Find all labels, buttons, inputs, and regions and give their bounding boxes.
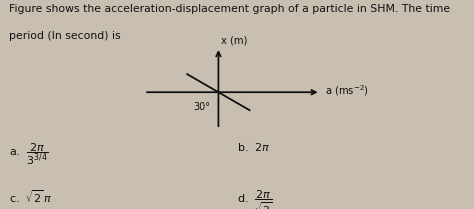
Text: a (ms$^{-2}$): a (ms$^{-2}$) <box>325 83 369 98</box>
Text: Figure shows the acceleration-displacement graph of a particle in SHM. The time: Figure shows the acceleration-displaceme… <box>9 4 450 14</box>
Text: a.  $\dfrac{2\pi}{3^{3/4}}$: a. $\dfrac{2\pi}{3^{3/4}}$ <box>9 141 49 167</box>
Text: c.  $\sqrt{2}\,\pi$: c. $\sqrt{2}\,\pi$ <box>9 189 53 205</box>
Text: b.  $2\pi$: b. $2\pi$ <box>237 141 271 153</box>
Text: period (In second) is: period (In second) is <box>9 31 121 41</box>
Text: x (m): x (m) <box>221 35 247 45</box>
Text: d.  $\dfrac{2\pi}{\sqrt{3}}$: d. $\dfrac{2\pi}{\sqrt{3}}$ <box>237 189 273 209</box>
Text: 30°: 30° <box>193 102 210 112</box>
